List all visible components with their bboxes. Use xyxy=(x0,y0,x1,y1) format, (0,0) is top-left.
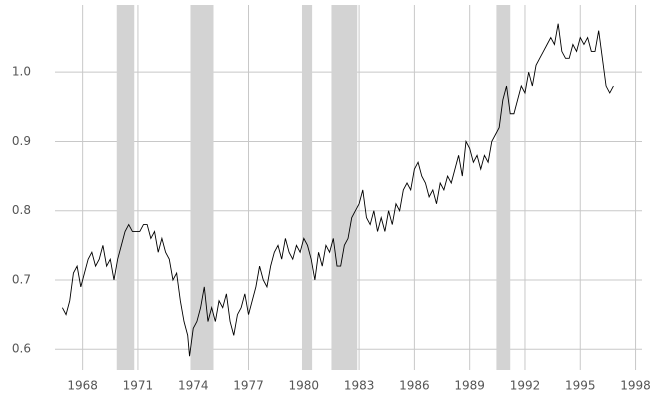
x-tick-label: 1971 xyxy=(123,379,154,393)
x-tick-label: 1980 xyxy=(289,379,320,393)
x-tick-label: 1968 xyxy=(67,379,98,393)
series-line xyxy=(61,23,614,357)
recession-band xyxy=(116,5,135,370)
recession-band xyxy=(190,5,214,370)
y-tick-label: 0.7 xyxy=(12,272,31,286)
recession-band xyxy=(301,5,313,370)
y-tick-label: 1.0 xyxy=(12,65,31,79)
x-tick-label: 1995 xyxy=(565,379,596,393)
x-tick-label: 1992 xyxy=(510,379,541,393)
x-tick-label: 1998 xyxy=(620,379,650,393)
x-tick-label: 1989 xyxy=(454,379,485,393)
x-tick-label: 1974 xyxy=(178,379,209,393)
x-tick-label: 1983 xyxy=(344,379,375,393)
y-tick-label: 0.9 xyxy=(12,134,31,148)
y-tick-label: 0.8 xyxy=(12,203,31,217)
x-tick-label: 1977 xyxy=(233,379,264,393)
recession-band xyxy=(331,5,358,370)
x-tick-label: 1986 xyxy=(399,379,430,393)
recession-band xyxy=(496,5,511,370)
y-tick-label: 0.6 xyxy=(12,342,31,356)
